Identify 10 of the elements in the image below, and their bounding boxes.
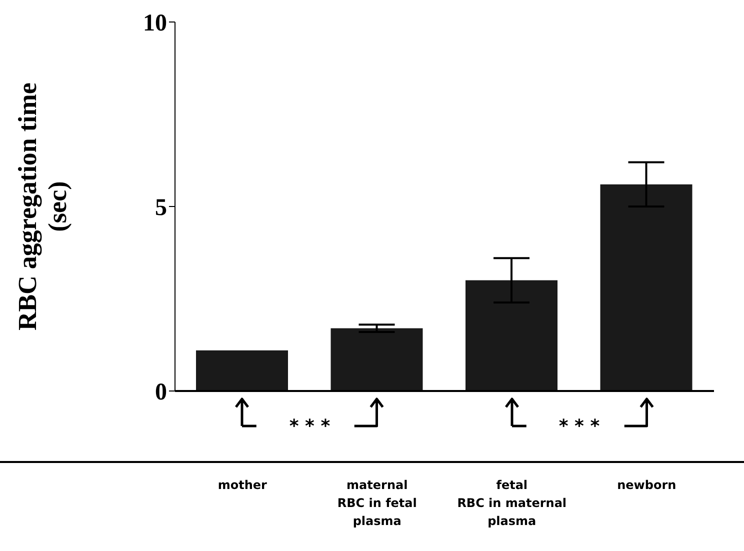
y-tick-label: 0 [155,380,167,406]
x-tick-label: mother [218,478,267,492]
y-tick-label: 10 [143,10,167,37]
y-axis-title: RBC aggregation time (sec) [13,82,72,330]
text: * * * [558,416,601,437]
x-tick-label: newborn [617,478,676,492]
y-tick-label: 5 [155,195,167,222]
text: * * * [288,416,332,437]
x-tick-label: maternal RBC in fetal plasma [337,478,417,528]
x-tick-label: fetal RBC in maternal plasma [457,478,567,528]
